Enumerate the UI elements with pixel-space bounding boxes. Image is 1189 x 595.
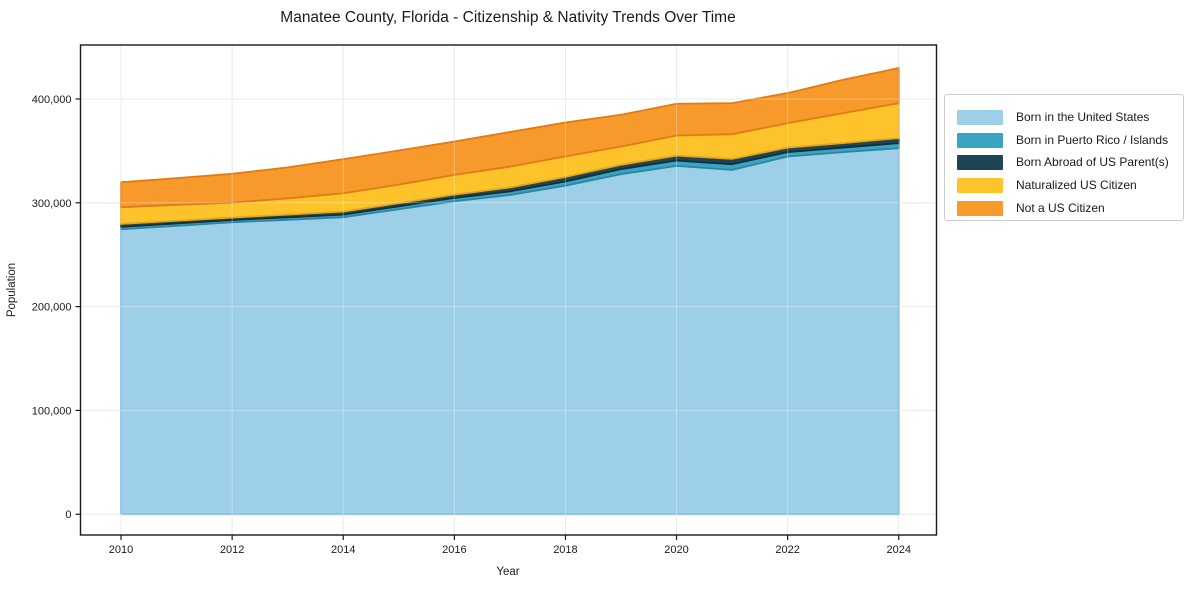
x-axis-title: Year [496,566,519,578]
x-tick-label: 2014 [331,544,355,556]
y-tick-label: 0 [65,509,71,521]
legend-row: Born in the United States [957,110,1175,125]
legend-row: Born in Puerto Rico / Islands [957,132,1175,148]
legend-swatch-puerto-rico [957,132,1003,148]
chart-title: Manatee County, Florida - Citizenship & … [280,9,735,26]
x-tick-label: 2016 [442,544,466,556]
x-tick-label: 2018 [553,544,577,556]
legend-swatch-naturalized [957,178,1003,194]
legend-row: Not a US Citizen [957,200,1175,216]
legend-label-naturalized: Naturalized US Citizen [1016,178,1137,193]
tick-marks-layer [75,98,900,540]
legend-row: Naturalized US Citizen [957,178,1175,194]
plot-frame [79,44,938,536]
legend-label-born-us: Born in the United States [1016,110,1150,124]
legend-label-not-citizen: Not a US Citizen [1016,200,1105,215]
tick-labels-layer: 2010 2012 2014 2016 2018 2020 2022 2024 0 100,000… [32,94,911,556]
x-tick-label: 2012 [220,544,244,556]
x-tick-label: 2024 [886,544,910,556]
legend-label-puerto-rico: Born in Puerto Rico / Islands [1016,132,1169,147]
legend-box: Born in the United States Born in Puerto… [944,94,1184,221]
gridlines-overlay-layer [80,45,937,535]
legend-swatch-born-us [957,110,1003,125]
legend-row: Born Abroad of US Parent(s) [957,155,1175,171]
y-axis-title: Population [6,263,18,317]
x-tick-label: 2020 [664,544,688,556]
area-series-layer [120,67,900,516]
y-tick-label: 200,000 [32,302,72,314]
y-tick-label: 400,000 [32,94,72,106]
legend-swatch-not-citizen [957,200,1003,216]
x-tick-label: 2010 [109,544,133,556]
legend-label-born-abroad: Born Abroad of US Parent(s) [1016,155,1169,170]
area-series-4 [120,67,900,209]
y-tick-label: 100,000 [32,405,72,417]
x-tick-label: 2022 [775,544,799,556]
y-tick-label: 300,000 [32,198,72,210]
legend-swatch-born-abroad [957,155,1003,171]
